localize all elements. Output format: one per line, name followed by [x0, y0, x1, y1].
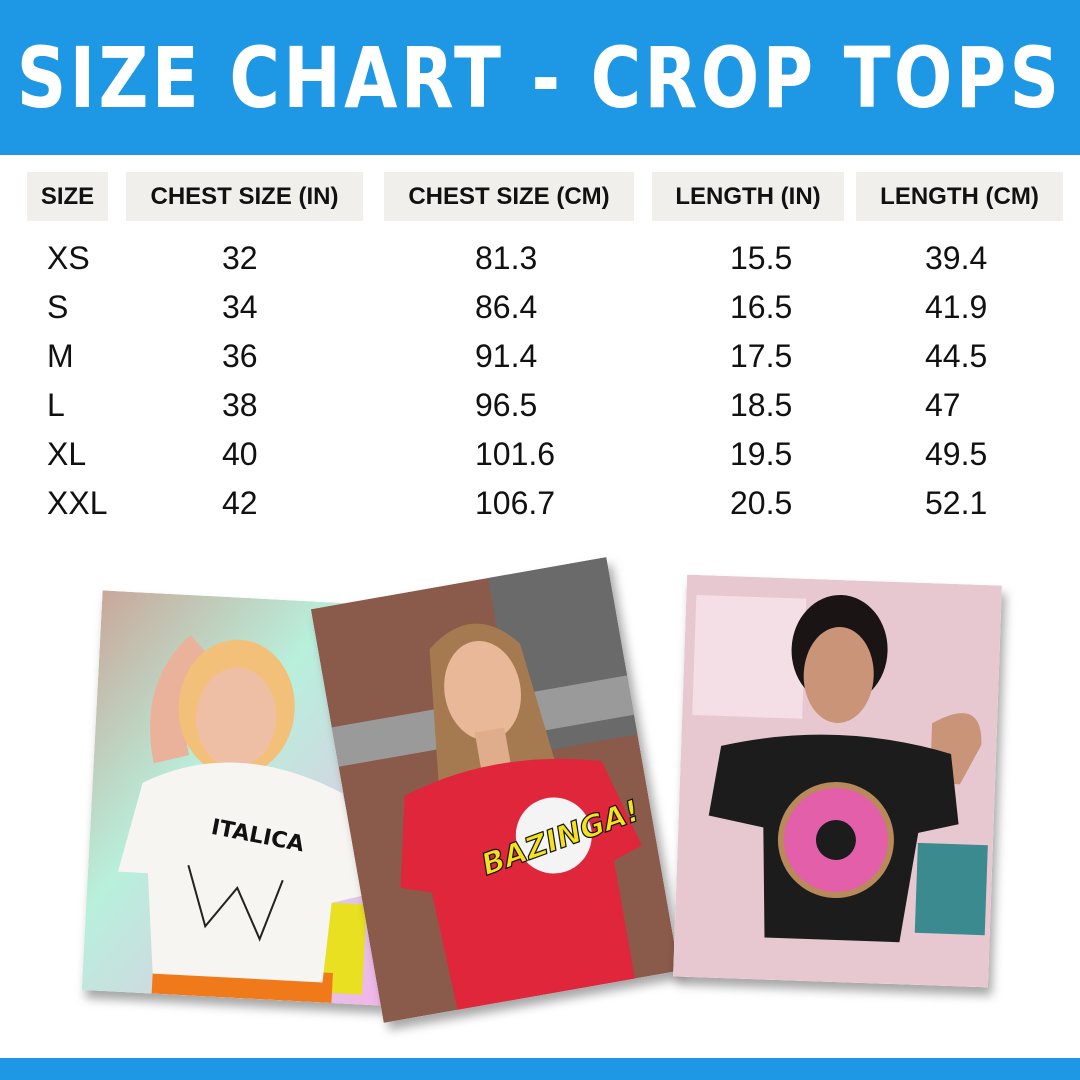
table-cell: 96.5 [475, 387, 538, 423]
table-cell: 16.5 [730, 289, 793, 325]
table-cell: 17.5 [730, 338, 793, 374]
table-cell: 42 [222, 485, 258, 521]
shirt [117, 762, 368, 983]
size-label: XXL [47, 485, 108, 521]
photo-bazinga-crop-top: BAZINGA! [310, 557, 680, 1023]
table-cell: 106.7 [475, 485, 556, 521]
table-cell: 39.4 [925, 240, 988, 276]
size-label: S [47, 289, 69, 325]
header-chest-in: CHEST SIZE (IN) [126, 172, 363, 221]
table-cell: 44.5 [925, 338, 988, 374]
table-cell: 38 [222, 387, 258, 423]
header-chest-cm: CHEST SIZE (CM) [384, 172, 634, 221]
table-cell: 91.4 [475, 338, 538, 374]
table-cell: 36 [222, 338, 258, 374]
table-cell: 52.1 [925, 485, 988, 521]
table-cell: 49.5 [925, 436, 988, 472]
size-label: L [47, 387, 65, 423]
table-cell: 19.5 [730, 436, 793, 472]
table-cell: 86.4 [475, 289, 538, 325]
size-label: M [47, 338, 74, 374]
table-cell: 20.5 [730, 485, 793, 521]
table-cell: 81.3 [475, 240, 538, 276]
footer-bar [0, 1058, 1080, 1080]
table-cell: 18.5 [730, 387, 793, 423]
table-cell: 32 [222, 240, 258, 276]
table-cell: 34 [222, 289, 258, 325]
header-length-cm: LENGTH (CM) [856, 172, 1063, 221]
table-cell: 101.6 [475, 436, 556, 472]
table-cell: 41.9 [925, 289, 988, 325]
shirt-print-donut [777, 781, 894, 898]
page-title: SIZE CHART - CROP TOPS [17, 28, 1063, 127]
table-cell: 15.5 [730, 240, 793, 276]
size-label: XL [47, 436, 87, 472]
table-cell: 47 [925, 387, 961, 423]
header-length-in: LENGTH (IN) [652, 172, 844, 221]
title-banner: SIZE CHART - CROP TOPS [0, 0, 1080, 155]
table-cell: 40 [222, 436, 258, 472]
header-size: SIZE [27, 172, 108, 221]
photo-donut-crop-top [673, 574, 1002, 988]
size-label: XS [47, 240, 90, 276]
photo-italica-crop-top: ITALICA [81, 590, 403, 1006]
